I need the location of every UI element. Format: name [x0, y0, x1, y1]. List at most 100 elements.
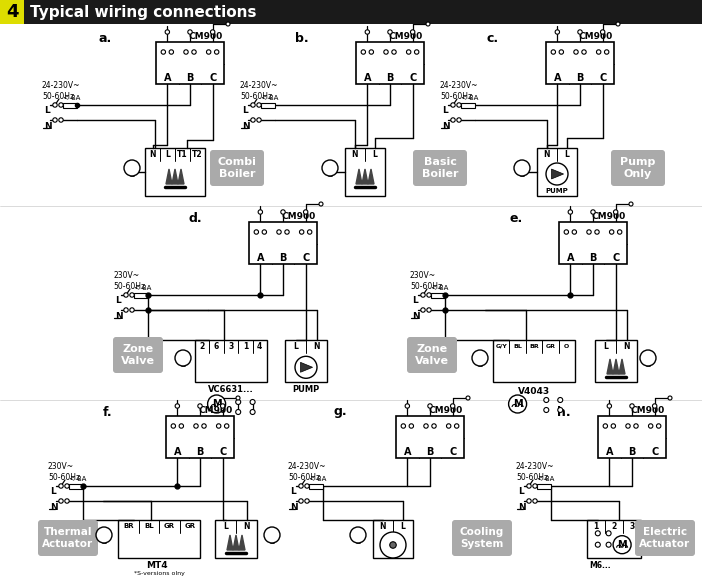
Text: g.: g. — [333, 406, 347, 419]
Circle shape — [564, 230, 569, 234]
Circle shape — [130, 308, 134, 312]
Circle shape — [303, 210, 308, 214]
Circle shape — [406, 50, 411, 54]
Circle shape — [319, 202, 323, 206]
Text: Zone
Valve: Zone Valve — [415, 344, 449, 366]
Circle shape — [607, 404, 611, 408]
Text: 230V~
50-60Hz: 230V~ 50-60Hz — [410, 271, 442, 291]
Text: N: N — [50, 503, 58, 512]
Circle shape — [533, 499, 537, 503]
Text: A: A — [164, 73, 171, 83]
Circle shape — [264, 527, 280, 543]
Polygon shape — [356, 169, 362, 184]
Text: N: N — [44, 122, 52, 131]
Circle shape — [124, 308, 128, 312]
Text: c.: c. — [487, 32, 499, 44]
Circle shape — [388, 30, 392, 34]
Text: h.: h. — [557, 406, 571, 419]
Text: M: M — [617, 540, 627, 550]
Bar — [249, 222, 317, 264]
Circle shape — [555, 30, 559, 34]
Circle shape — [384, 50, 388, 54]
Circle shape — [609, 230, 614, 234]
Circle shape — [614, 210, 618, 214]
Circle shape — [424, 424, 428, 428]
Polygon shape — [227, 535, 233, 550]
Circle shape — [96, 527, 112, 543]
Text: 1: 1 — [243, 342, 248, 351]
Text: L: L — [603, 342, 608, 351]
Circle shape — [124, 293, 128, 297]
Circle shape — [472, 350, 488, 366]
Circle shape — [251, 103, 256, 107]
Circle shape — [262, 230, 267, 234]
Text: B: B — [576, 73, 583, 83]
Circle shape — [526, 499, 531, 503]
FancyBboxPatch shape — [38, 520, 98, 556]
Text: B: B — [426, 447, 434, 457]
Circle shape — [656, 424, 661, 428]
Circle shape — [225, 424, 229, 428]
Circle shape — [603, 424, 607, 428]
Bar — [356, 42, 424, 84]
Bar — [69, 483, 83, 488]
FancyBboxPatch shape — [407, 337, 457, 373]
Circle shape — [277, 230, 282, 234]
Circle shape — [616, 22, 620, 26]
Text: CM900: CM900 — [389, 32, 423, 41]
Circle shape — [361, 50, 366, 54]
Circle shape — [604, 50, 609, 54]
Circle shape — [59, 103, 63, 107]
Circle shape — [171, 424, 176, 428]
Text: 2: 2 — [199, 342, 205, 351]
Text: BL: BL — [513, 344, 522, 349]
Bar — [63, 103, 77, 108]
Text: CM900: CM900 — [592, 212, 626, 221]
Circle shape — [625, 424, 630, 428]
Circle shape — [446, 424, 451, 428]
Circle shape — [629, 202, 633, 206]
Text: N: N — [623, 342, 630, 351]
Circle shape — [618, 230, 622, 234]
Text: L: L — [401, 522, 406, 531]
Polygon shape — [172, 169, 178, 184]
Text: 24-230V~
50-60Hz: 24-230V~ 50-60Hz — [440, 81, 479, 101]
Circle shape — [250, 400, 255, 404]
Circle shape — [595, 531, 600, 536]
Polygon shape — [166, 169, 172, 184]
FancyBboxPatch shape — [413, 150, 467, 186]
Bar — [195, 340, 267, 382]
Bar — [373, 520, 413, 558]
Circle shape — [299, 484, 303, 488]
Circle shape — [606, 531, 611, 536]
Text: T2: T2 — [192, 150, 203, 159]
Text: e.: e. — [510, 211, 522, 225]
Circle shape — [179, 424, 183, 428]
Text: < 8A: < 8A — [461, 95, 478, 101]
Circle shape — [668, 396, 672, 400]
Circle shape — [236, 400, 241, 404]
Text: V4043: V4043 — [518, 388, 550, 396]
Text: N: N — [313, 342, 319, 351]
Text: MT4: MT4 — [146, 562, 168, 570]
Circle shape — [578, 30, 582, 34]
Text: Thermal
Actuator: Thermal Actuator — [42, 527, 93, 549]
Circle shape — [59, 118, 63, 122]
Text: 6: 6 — [214, 342, 219, 351]
Text: B: B — [628, 447, 636, 457]
Circle shape — [130, 293, 134, 297]
Text: L: L — [442, 106, 448, 115]
Circle shape — [281, 210, 285, 214]
Circle shape — [175, 404, 180, 408]
Circle shape — [401, 424, 406, 428]
Text: VC6631...: VC6631... — [208, 385, 254, 395]
Circle shape — [544, 407, 549, 412]
Circle shape — [451, 118, 455, 122]
Circle shape — [613, 536, 631, 554]
Circle shape — [409, 424, 413, 428]
Circle shape — [597, 50, 601, 54]
Circle shape — [184, 50, 188, 54]
Bar — [145, 148, 205, 196]
Circle shape — [582, 50, 586, 54]
Text: N: N — [380, 522, 386, 531]
